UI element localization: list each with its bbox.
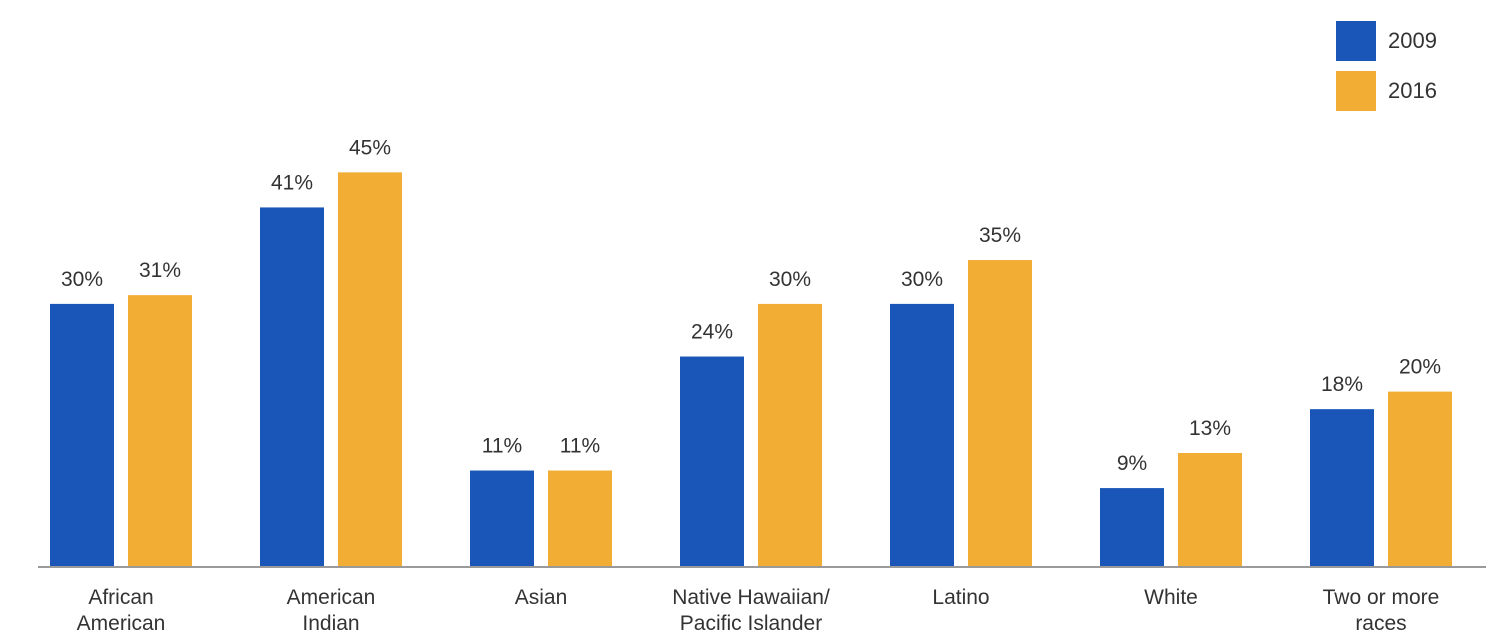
data-label-2016-3: 30% [769,268,811,291]
bar-2009-0 [50,303,114,567]
bar-2016-2 [548,470,612,567]
data-label-2016-6: 20% [1399,356,1441,379]
chart-legend: 2009 2016 [1336,16,1448,116]
data-label-2009-2: 11% [482,435,522,458]
legend-item-2016: 2016 [1336,66,1448,116]
legend-label-2016: 2016 [1388,78,1437,103]
category-label-6: Two or more races [1323,586,1440,635]
legend-item-2009: 2009 [1336,16,1448,66]
category-label-5: White [1144,586,1198,609]
category-label-4: Latino [932,586,989,609]
data-label-2009-0: 30% [61,268,103,291]
data-label-2009-6: 18% [1321,373,1363,396]
category-label-0: African American [77,586,166,635]
data-label-2016-4: 35% [979,224,1021,247]
category-label-3: Native Hawaiian/Pacific Islander [672,586,830,635]
bar-2009-3 [680,356,744,567]
bar-2016-0 [128,295,192,567]
legend-swatch-2016 [1336,71,1376,111]
bar-2009-1 [260,207,324,567]
bar-2016-4 [968,260,1032,567]
data-label-2016-1: 45% [349,136,391,159]
bar-2016-1 [338,172,402,567]
data-label-2009-4: 30% [901,268,943,291]
bar-2016-3 [758,303,822,567]
data-label-2009-5: 9% [1117,452,1147,475]
data-label-2009-3: 24% [691,321,733,344]
legend-label-2009: 2009 [1388,28,1437,53]
bar-2009-5 [1100,488,1164,567]
bar-2016-6 [1388,391,1452,567]
category-label-1: American Indian [287,586,376,635]
data-label-2016-0: 31% [139,259,181,282]
bar-2009-6 [1310,409,1374,567]
data-label-2009-1: 41% [271,171,313,194]
legend-swatch-2009 [1336,21,1376,61]
data-label-2016-5: 13% [1189,417,1231,440]
bar-2016-5 [1178,452,1242,567]
data-label-2016-2: 11% [560,435,600,458]
bar-2009-4 [890,303,954,567]
category-label-2: Asian [515,586,568,609]
bar-2009-2 [470,470,534,567]
